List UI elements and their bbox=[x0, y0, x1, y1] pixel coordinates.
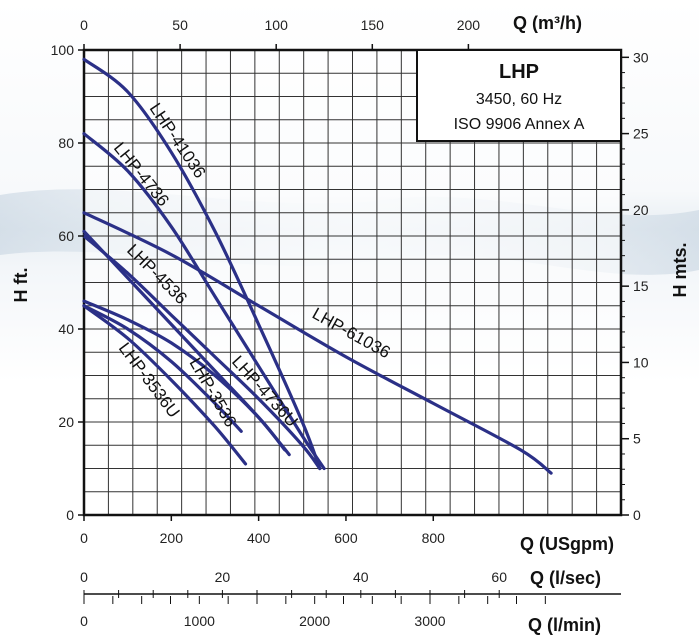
series-layer bbox=[82, 57, 553, 475]
series-line-unlabeled-7 bbox=[82, 299, 287, 452]
x-top-axis-title: Q (m³/h) bbox=[513, 13, 582, 33]
series-line-lhp-3536 bbox=[82, 304, 243, 433]
x-bottom-tick-label: 400 bbox=[247, 530, 271, 546]
y-right-tick-label: 30 bbox=[633, 49, 649, 65]
x-bottom-tick-label: 200 bbox=[160, 530, 184, 546]
plot-frame bbox=[82, 48, 623, 517]
y-right-tick-label: 10 bbox=[633, 354, 649, 370]
x-lmin-tick-label: 3000 bbox=[414, 613, 445, 629]
y-right-tick-label: 20 bbox=[633, 202, 649, 218]
x-top-tick-label: 150 bbox=[361, 17, 385, 33]
x-lmin-axis-title: Q (l/min) bbox=[528, 615, 601, 635]
x-top-tick-label: 100 bbox=[265, 17, 289, 33]
y-left-axis-title: H ft. bbox=[11, 268, 31, 303]
x-lsec-tick-label: 40 bbox=[353, 569, 369, 585]
x-top-tick-label: 200 bbox=[457, 17, 481, 33]
series-line-lhp-41036 bbox=[82, 57, 322, 471]
y-left-tick-label: 0 bbox=[66, 507, 74, 523]
legend-standard: ISO 9906 Annex A bbox=[454, 116, 585, 133]
y-right-tick-label: 0 bbox=[633, 507, 641, 523]
legend-box: LHP 3450, 60 Hz ISO 9906 Annex A bbox=[416, 49, 622, 142]
series-line-lhp-4736u bbox=[82, 234, 322, 471]
y-right-tick-label: 25 bbox=[633, 126, 649, 142]
x-bottom-tick-label: 800 bbox=[422, 530, 446, 546]
x-bottom-tick-label: 0 bbox=[80, 530, 88, 546]
x-top-tick-label: 0 bbox=[80, 17, 88, 33]
x-lmin-tick-label: 0 bbox=[80, 613, 88, 629]
series-line-lhp-3536u bbox=[82, 304, 248, 466]
x-top-tick-label: 50 bbox=[172, 17, 188, 33]
x-lmin-tick-label: 1000 bbox=[184, 613, 215, 629]
legend-speed: 3450, 60 Hz bbox=[476, 91, 562, 108]
series-line-lhp-4736 bbox=[82, 132, 326, 471]
x-bottom-tick-label: 600 bbox=[334, 530, 358, 546]
series-line-lhp-61036 bbox=[82, 211, 553, 475]
legend-title: LHP bbox=[499, 61, 539, 83]
x-lsec-tick-label: 20 bbox=[215, 569, 231, 585]
y-right-tick-label: 15 bbox=[633, 278, 649, 294]
x-lsec-tick-label: 60 bbox=[491, 569, 507, 585]
x-bottom-axis-title: Q (USgpm) bbox=[520, 534, 614, 554]
y-left-tick-label: 40 bbox=[58, 321, 74, 337]
plot-border bbox=[82, 48, 623, 517]
y-right-axis-title: H mts. bbox=[670, 242, 690, 297]
y-left-tick-label: 100 bbox=[51, 42, 75, 58]
y-right-tick-label: 5 bbox=[633, 431, 641, 447]
y-left-tick-label: 20 bbox=[58, 414, 74, 430]
y-left-tick-label: 60 bbox=[58, 228, 74, 244]
x-lmin-tick-label: 2000 bbox=[299, 613, 330, 629]
legend-box-frame bbox=[416, 49, 622, 142]
x-lsec-axis-title: Q (l/sec) bbox=[530, 568, 601, 588]
x-lsec-tick-label: 0 bbox=[80, 569, 88, 585]
y-left-tick-label: 80 bbox=[58, 135, 74, 151]
